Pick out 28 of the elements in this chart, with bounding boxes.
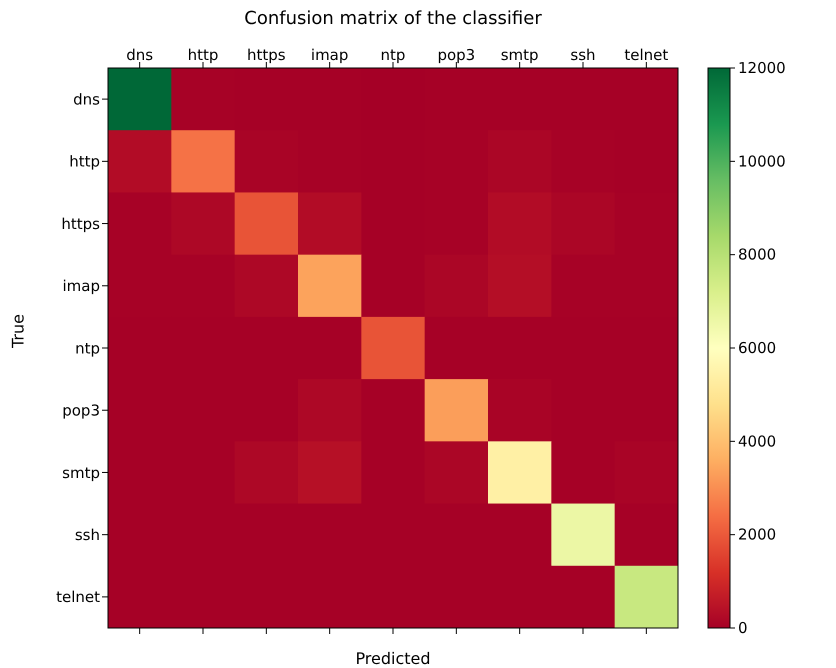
color-bar-label: 0 <box>738 619 748 637</box>
x-tick-label: dns <box>126 46 154 64</box>
y-tick-label: https <box>61 214 100 233</box>
y-tick-label: ssh <box>74 526 100 544</box>
color-bar-label: 8000 <box>738 246 776 264</box>
x-tick-label: http <box>188 46 218 64</box>
color-bar-label: 12000 <box>738 59 786 77</box>
y-tick-label: http <box>69 152 100 171</box>
color-bar-label: 4000 <box>738 432 776 450</box>
y-tick-label: ntp <box>75 339 100 358</box>
x-axis-title: Predicted <box>355 649 431 668</box>
y-tick-label: pop3 <box>62 402 100 420</box>
color-bar-label: 2000 <box>738 526 776 544</box>
y-tick-label: imap <box>62 277 100 296</box>
x-tick-label: ssh <box>570 46 596 64</box>
x-tick-label: https <box>247 46 286 64</box>
x-tick-label: ntp <box>380 46 406 64</box>
x-tick-label: pop3 <box>437 46 476 64</box>
y-axis-title: True <box>8 314 28 349</box>
y-tick-label: dns <box>73 90 100 108</box>
y-tick-label: smtp <box>62 464 100 482</box>
color-bar-label: 6000 <box>738 339 776 357</box>
x-tick-label: telnet <box>624 46 668 64</box>
x-tick-label: imap <box>310 46 348 64</box>
y-tick-label: telnet <box>56 588 100 606</box>
chart-title: Confusion matrix of the classifier <box>243 8 543 29</box>
x-tick-label: smtp <box>500 46 539 64</box>
color-bar-label: 10000 <box>738 152 786 170</box>
